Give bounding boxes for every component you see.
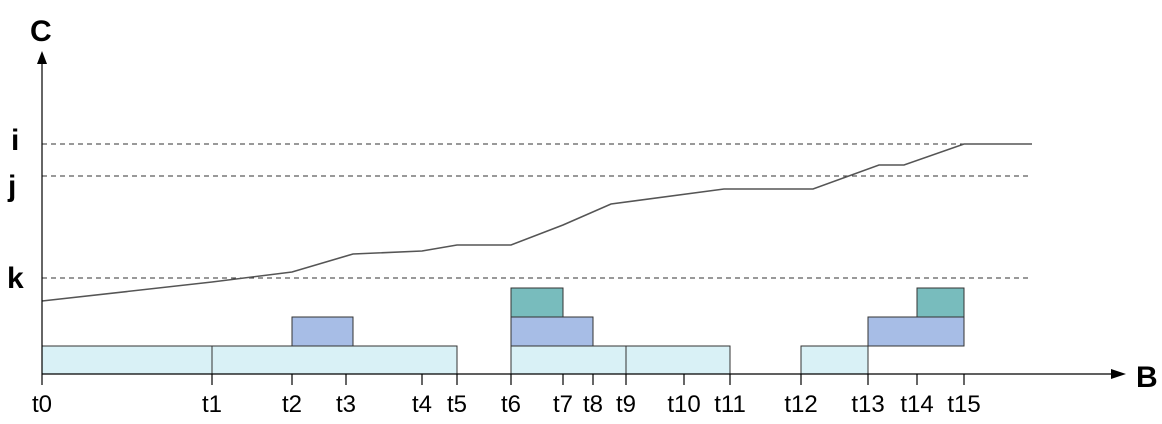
tick-label-t7: t7 — [553, 391, 573, 418]
tick-label-t2: t2 — [282, 391, 302, 418]
tick-label-t0: t0 — [32, 391, 52, 418]
x-axis-title: B — [1136, 361, 1158, 394]
tick-label-t8: t8 — [583, 391, 603, 418]
tick-label-t14: t14 — [900, 391, 933, 418]
tick-label-t15: t15 — [947, 391, 980, 418]
block-mid-t2-t3 — [291, 316, 354, 347]
x-axis-arrowhead — [1111, 369, 1126, 379]
block-mid-t6-t8 — [510, 316, 594, 347]
tick-label-t3: t3 — [336, 391, 356, 418]
level-label-k: k — [7, 262, 24, 295]
level-label-j: j — [7, 170, 16, 203]
tick-label-t9: t9 — [616, 391, 636, 418]
tick-label-t12: t12 — [784, 391, 817, 418]
block-light-t0-t1 — [41, 345, 213, 375]
cumulative-curve — [41, 143, 1032, 302]
tick-label-t13: t13 — [851, 391, 884, 418]
block-light-t6-t9 — [510, 345, 627, 375]
tick-label-t5: t5 — [447, 391, 467, 418]
block-dark-t14-t15 — [916, 287, 965, 318]
block-light-t12-t13 — [800, 345, 869, 375]
block-light-t1-t5 — [211, 345, 458, 375]
tick-label-t4: t4 — [412, 391, 432, 418]
tick-label-t1: t1 — [202, 391, 222, 418]
x-tick-labels: t0 t1 t2 t3 t4 t5 t6 t7 t8 t9 t10 t11 t1… — [32, 391, 981, 418]
tick-label-t10: t10 — [667, 391, 700, 418]
level-label-i: i — [11, 124, 19, 157]
tick-label-t11: t11 — [714, 391, 746, 418]
tick-label-t6: t6 — [501, 391, 521, 418]
y-axis-arrowhead — [37, 51, 47, 64]
x-ticks — [41, 374, 965, 385]
y-axis-title: C — [30, 15, 52, 48]
block-dark-t6-t7 — [510, 287, 564, 318]
block-light-t9-t11 — [625, 345, 731, 375]
block-mid-t13-t15 — [867, 316, 965, 347]
